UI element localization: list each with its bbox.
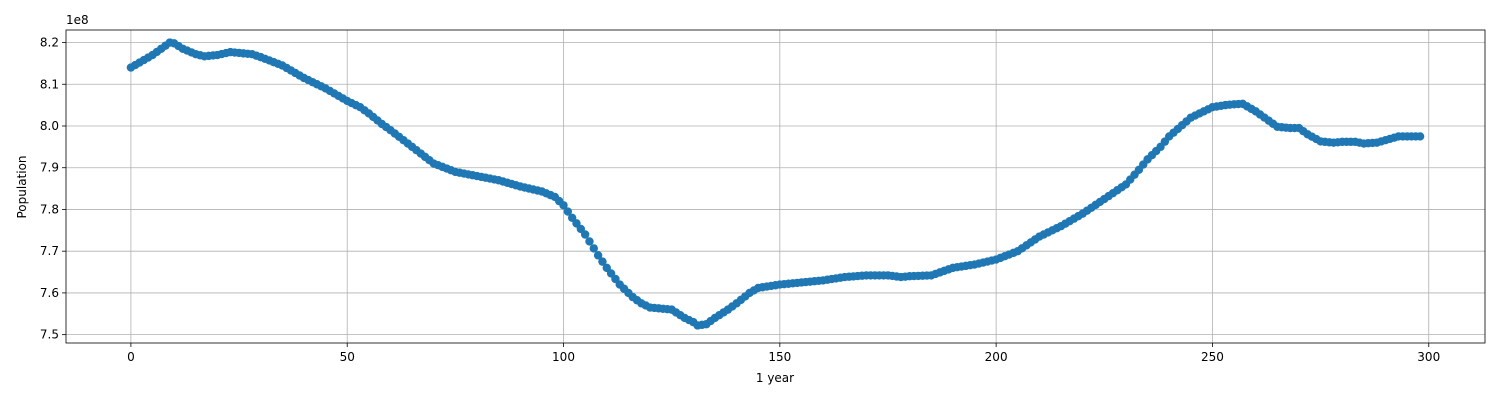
y-tick-label: 8.1 <box>40 77 59 91</box>
x-tick-label: 250 <box>1201 350 1224 364</box>
x-tick-label: 100 <box>552 350 575 364</box>
y-axis-label: Population <box>15 155 29 218</box>
x-tick-label: 200 <box>985 350 1008 364</box>
y-offset-label: 1e8 <box>66 13 89 27</box>
data-point <box>563 207 573 216</box>
data-points <box>126 38 1425 330</box>
y-tick-label: 7.5 <box>40 328 59 342</box>
data-point <box>1415 132 1425 141</box>
data-point <box>585 237 594 246</box>
plot-frame <box>65 29 1486 344</box>
x-tick-label: 0 <box>127 350 135 364</box>
y-axis-ticks: 7.5 7.6 7.7 7.8 7.9 8.0 8.1 8.2 <box>40 36 66 342</box>
data-point <box>559 201 568 210</box>
x-tick-label: 50 <box>340 350 355 364</box>
y-tick-label: 7.9 <box>40 161 59 175</box>
y-tick-label: 7.6 <box>40 286 59 300</box>
data-point <box>598 257 607 266</box>
data-point <box>593 251 603 260</box>
data-point <box>580 230 590 239</box>
grid <box>66 30 1485 343</box>
y-tick-label: 7.7 <box>40 244 59 258</box>
x-axis-ticks: 0 50 100 150 200 250 300 <box>127 343 1440 364</box>
y-tick-label: 8.0 <box>40 119 59 133</box>
x-tick-label: 150 <box>768 350 791 364</box>
y-tick-label: 7.8 <box>40 202 59 216</box>
data-point <box>589 244 598 253</box>
y-tick-label: 8.2 <box>40 36 59 50</box>
x-axis-label: 1 year <box>756 371 794 385</box>
x-tick-label: 300 <box>1417 350 1440 364</box>
